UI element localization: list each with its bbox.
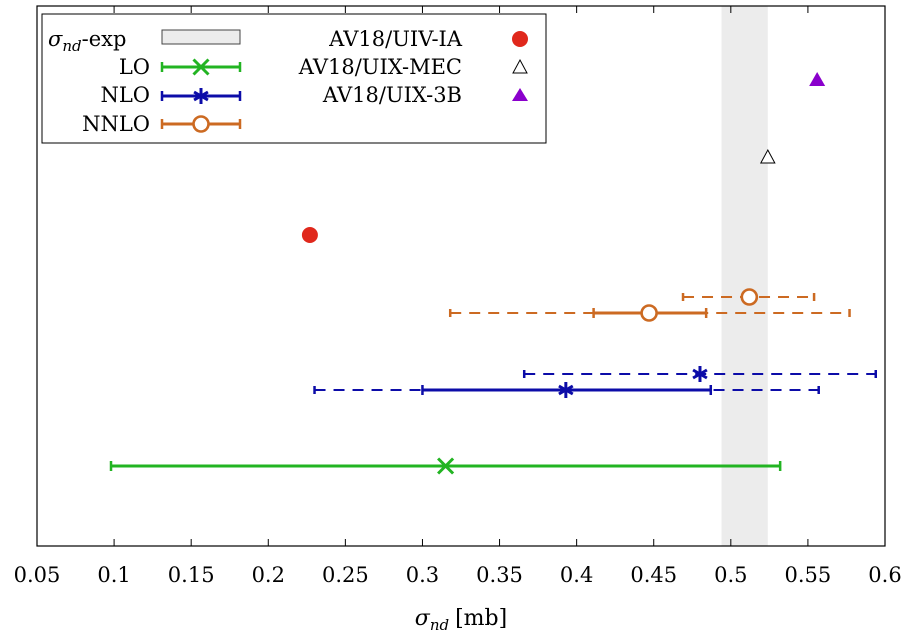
x-axis: 0.05 0.1 0.15 0.2 0.25 0.3 0.35 0.4 0.45 0.5 0.55 0… — [14, 6, 902, 587]
point-nnlo-2-shape — [740, 288, 759, 306]
point-av18-uix-3b-0 — [809, 72, 826, 86]
legend-label-nlo: NLO — [100, 83, 150, 107]
x-tick-label-10: 0.55 — [785, 563, 832, 587]
legend-label-ia: AV18/UIV-IA — [328, 27, 463, 51]
data-marks — [109, 72, 877, 475]
legend-nnlo-swatch-marker-shape — [192, 115, 210, 133]
legend-swatch-nnlo — [160, 115, 242, 133]
x-axis-title-unit: [mb] — [455, 606, 507, 631]
legend-nlo-swatch-marker — [193, 88, 209, 104]
legend-box — [41, 13, 547, 144]
legend-label-lo: LO — [119, 55, 150, 79]
legend-exp-symbol: σ — [48, 27, 63, 51]
point-lo-0 — [437, 457, 455, 475]
x-tick-label-2: 0.15 — [168, 563, 215, 587]
x-axis-title-symbol: σ — [415, 606, 431, 631]
legend-nnlo-swatch-marker — [192, 115, 210, 133]
x-tick-label-6: 0.35 — [476, 563, 523, 587]
legend: σnd-exp LO NLO NNLO AV18/UIV-IA AV18/UIX… — [41, 13, 547, 144]
plot-frame — [36, 5, 886, 547]
legend-lo-swatch-marker — [192, 58, 210, 76]
point-av18-uix-mec-0 — [759, 148, 776, 164]
legend-label-exp: σnd-exp — [48, 27, 126, 55]
point-nnlo-0 — [640, 304, 658, 322]
experiment-band-layer — [721, 6, 768, 546]
point-nlo-2-stroke-c — [692, 368, 708, 380]
x-tick-label-0: 0.05 — [14, 563, 61, 587]
legend-marker-mec — [512, 58, 528, 74]
x-tick-label-5: 0.3 — [406, 563, 439, 587]
legend-swatch-lo — [160, 58, 242, 76]
x-tick-label-11: 0.6 — [868, 563, 901, 587]
legend-swatch-exp — [161, 29, 241, 45]
point-nnlo-0-shape — [640, 304, 658, 322]
x-tick-label-9: 0.5 — [714, 563, 747, 587]
legend-lo-swatch-marker-stroke-b — [192, 58, 210, 76]
point-av18-uiv-ia-0 — [301, 227, 318, 243]
x-tick-label-3: 0.2 — [252, 563, 285, 587]
x-axis-title: σnd [mb] — [415, 606, 507, 634]
x-tick-label-7: 0.4 — [560, 563, 593, 587]
x-tick-label-8: 0.45 — [630, 563, 677, 587]
legend-label-nnlo: NNLO — [82, 112, 150, 136]
x-tick-label-1: 0.1 — [97, 563, 130, 587]
point-nlo-0 — [558, 382, 574, 398]
point-av18-uiv-ia-0-shape — [301, 227, 318, 243]
point-nlo-0-stroke-c — [558, 384, 574, 396]
legend-exp-suffix: -exp — [82, 27, 127, 51]
legend-swatch-nlo — [160, 88, 242, 104]
point-nnlo-2 — [740, 288, 759, 306]
experiment-band — [721, 6, 768, 546]
legend-label-mec: AV18/UIX-MEC — [298, 55, 462, 79]
point-av18-uix-3b-0-shape — [809, 72, 826, 86]
legend-exp-subscript: nd — [62, 37, 81, 55]
legend-marker-ia — [512, 31, 528, 47]
x-axis-title-subscript: nd — [430, 616, 449, 634]
point-av18-uix-mec-0-shape — [759, 148, 776, 164]
legend-marker-3b — [512, 88, 528, 101]
legend-nlo-swatch-marker-stroke-c — [193, 90, 209, 102]
legend-label-3b: AV18/UIX-3B — [322, 83, 462, 107]
point-lo-0-stroke-b — [437, 457, 455, 475]
x-tick-label-4: 0.25 — [322, 563, 369, 587]
point-nlo-2 — [692, 366, 708, 382]
